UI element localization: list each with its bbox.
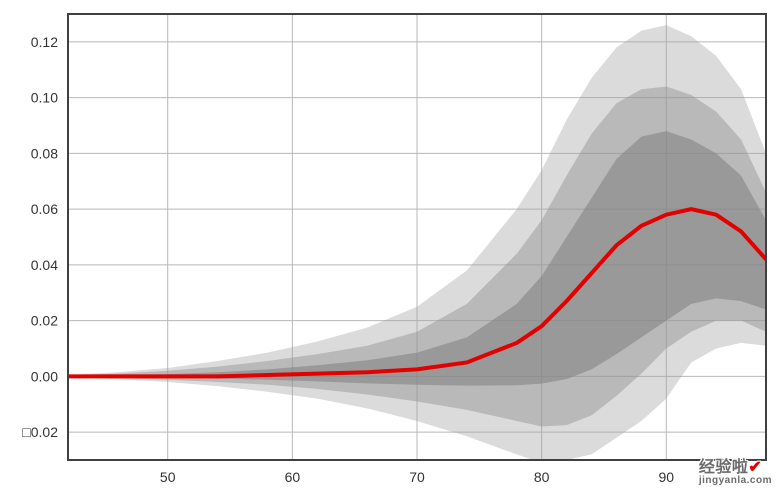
- fan-chart: 50 60 70 80 90 □0.02 0.00 0.02 0.04 0.06 0.08 0.10 0…: [0, 0, 778, 500]
- svg-text:0.08: 0.08: [31, 145, 58, 161]
- svg-text:0.00: 0.00: [31, 368, 58, 384]
- svg-text:70: 70: [409, 469, 425, 485]
- svg-text:0.02: 0.02: [31, 313, 58, 329]
- svg-text:0.10: 0.10: [31, 90, 58, 106]
- svg-text:90: 90: [658, 469, 674, 485]
- svg-text:60: 60: [285, 469, 301, 485]
- svg-text:□0.02: □0.02: [22, 424, 58, 440]
- svg-text:0.04: 0.04: [31, 257, 58, 273]
- svg-text:0.06: 0.06: [31, 201, 58, 217]
- svg-text:80: 80: [534, 469, 550, 485]
- svg-text:0.12: 0.12: [31, 34, 58, 50]
- svg-text:50: 50: [160, 469, 176, 485]
